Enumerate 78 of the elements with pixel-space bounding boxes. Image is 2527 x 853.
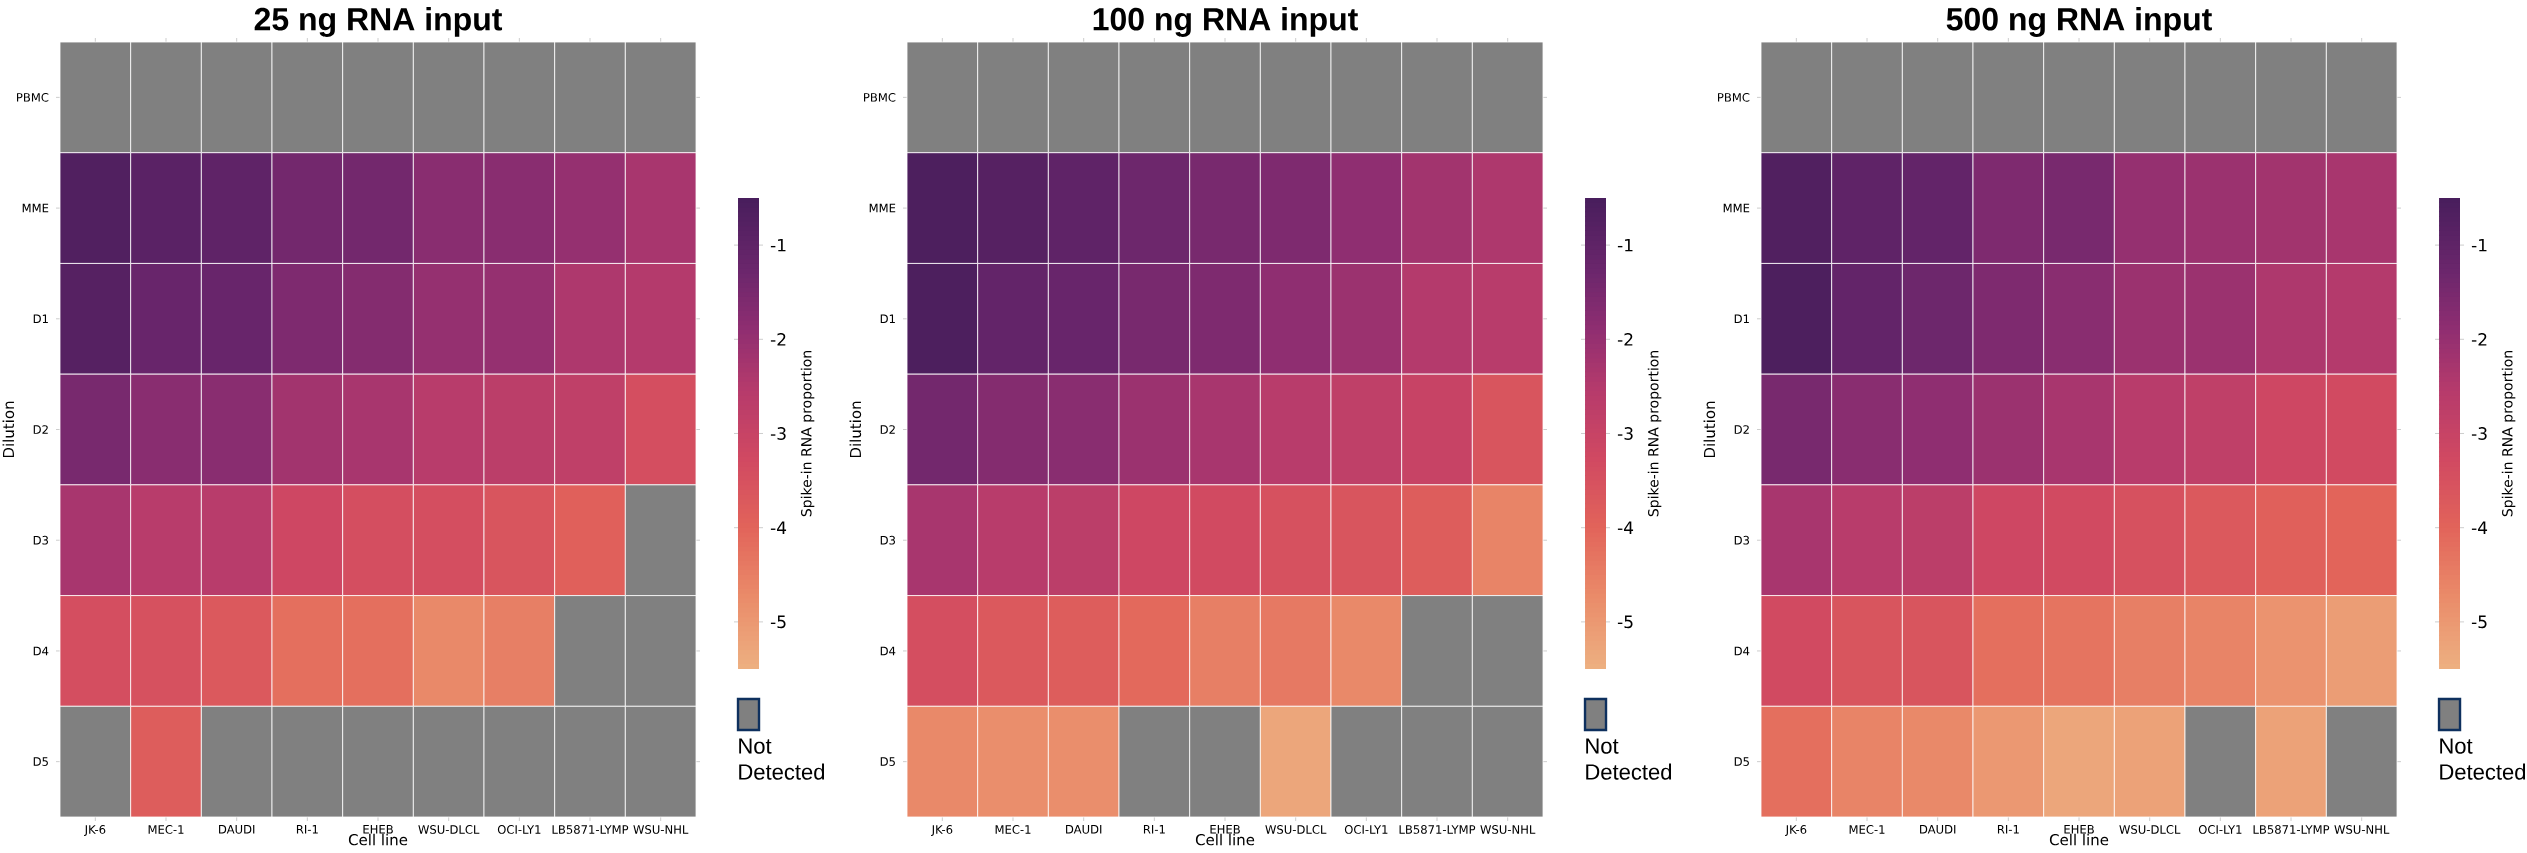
x-tick-label: WSU-DLCL [2119,825,2181,834]
x-tick-label: JK-6 [931,825,953,837]
x-tick-label: OCI-LY1 [497,825,541,834]
x-tick-label: JK-6 [1785,825,1807,837]
x-tick-label: OCI-LY1 [2198,825,2242,834]
x-tick-label: LB5871-LYMP [1399,825,1476,834]
x-tick-label: RI-1 [1997,825,2019,834]
x-tick-label: JK-6 [84,825,106,837]
y-tick-label: D2 [880,425,895,434]
x-tick-label: LB5871-LYMP [552,825,629,834]
x-tick-label: WSU-NHL [633,825,689,834]
y-tick-label: PBMC [864,92,896,102]
x-tick-label: EHEB [363,825,393,834]
text: Not Detected [1586,738,1672,780]
y-tick-label: D1 [1734,314,1749,324]
color-bar-label: -2 [770,333,786,346]
color-bar-label: -3 [770,427,786,440]
y-tick-label: D3 [880,535,896,545]
color-bar-label: -5 [770,615,786,629]
x-tick-label: WSU-DLCL [1265,825,1327,834]
color-bar-label: -1 [2471,238,2487,252]
color-bar-label: -4 [1617,521,1634,534]
y-tick-label: D3 [33,535,49,545]
x-tick-label: MEC-1 [148,825,184,834]
x-tick-label: MEC-1 [1849,825,1885,834]
color-bar-label: -4 [770,521,787,534]
x-tick-label: RI-1 [296,825,318,834]
y-tick-label: PBMC [1718,92,1750,102]
y-tick-label: MME [1723,203,1750,213]
y-tick-label: D2 [33,425,48,434]
color-bar-label: -2 [1617,333,1633,346]
y-tick-label: D4 [880,646,896,656]
x-axis-title: Cell line [348,833,408,846]
x-tick-label: LB5871-LYMP [2253,825,2330,834]
x-tick-label: WSU-DLCL [418,825,480,834]
color-bar-label: -5 [1617,615,1633,629]
x-tick-label: DAUDI [219,825,255,834]
color-bar-label: -2 [2471,333,2487,346]
x-tick-label: EHEB [1210,825,1240,834]
color-bar-label: -1 [770,238,786,252]
y-tick-label: D5 [1734,757,1749,766]
text: Not Detected [739,738,825,780]
x-tick-label: RI-1 [1143,825,1165,834]
x-tick-label: MEC-1 [995,825,1031,834]
y-tick-label: D4 [1734,646,1750,656]
color-bar-label: -1 [1617,238,1633,252]
chart-title: 500 ng RNA input [1946,7,2212,37]
y-tick-label: D2 [1734,425,1749,434]
y-tick-label: D1 [880,314,895,324]
color-bar-label: -4 [2471,521,2488,534]
y-tick-label: D1 [33,314,48,324]
y-tick-label: PBMC [17,92,49,102]
color-bar-label: -3 [2471,427,2487,440]
y-tick-label: D5 [33,757,48,766]
x-tick-label: WSU-NHL [1480,825,1536,834]
color-bar-title: Spike-in RNA proportion [1647,351,1662,517]
y-tick-label: D3 [1734,535,1750,545]
x-tick-label: DAUDI [1066,825,1102,834]
x-axis-title: Cell line [1195,833,1255,846]
y-axis-title: Dilution [849,401,862,458]
x-tick-label: EHEB [2064,825,2094,834]
y-tick-label: D5 [880,757,895,766]
x-axis-title: Cell line [2049,833,2109,846]
color-bar-title: Spike-in RNA proportion [800,351,815,517]
y-tick-label: MME [22,203,49,213]
x-tick-label: DAUDI [1920,825,1956,834]
color-bar-label: -3 [1617,427,1633,440]
y-tick-label: MME [869,203,896,213]
x-tick-label: OCI-LY1 [1344,825,1388,834]
color-bar-label: -5 [2471,615,2487,629]
y-axis-title: Dilution [1703,401,1716,458]
chart-title: 25 ng RNA input [254,7,503,37]
color-bar-title: Spike-in RNA proportion [2501,351,2516,517]
y-tick-label: D4 [33,646,49,656]
text: Not Detected [2440,738,2526,780]
x-tick-label: WSU-NHL [2334,825,2390,834]
chart-title: 100 ng RNA input [1093,7,1358,37]
y-axis-title: Dilution [2,401,15,458]
